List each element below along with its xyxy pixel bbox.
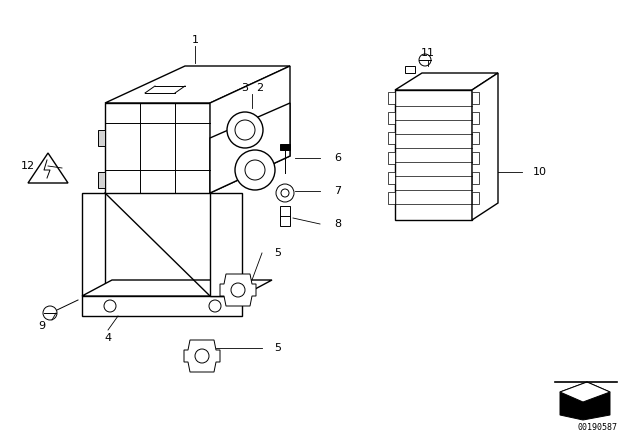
Polygon shape [28, 153, 68, 183]
Bar [472, 172, 479, 184]
Polygon shape [82, 280, 272, 296]
Polygon shape [405, 66, 415, 73]
Polygon shape [98, 172, 105, 188]
Polygon shape [105, 66, 290, 103]
Bar [280, 206, 290, 226]
Text: 5: 5 [275, 248, 282, 258]
Bar [472, 92, 479, 104]
Circle shape [104, 300, 116, 312]
Text: 4: 4 [104, 333, 111, 343]
Polygon shape [98, 130, 105, 146]
Bar [388, 192, 395, 204]
Text: 6: 6 [335, 153, 342, 163]
Bar [472, 132, 479, 144]
Polygon shape [210, 193, 242, 296]
Polygon shape [395, 90, 472, 220]
Polygon shape [560, 382, 610, 402]
Circle shape [43, 306, 57, 320]
Bar [472, 112, 479, 124]
Polygon shape [560, 382, 610, 420]
Circle shape [281, 189, 289, 197]
Text: 9: 9 [38, 321, 45, 331]
Circle shape [195, 349, 209, 363]
Polygon shape [220, 274, 256, 306]
Polygon shape [472, 73, 498, 220]
Text: 10: 10 [533, 167, 547, 177]
Text: 12: 12 [21, 161, 35, 171]
Polygon shape [82, 193, 105, 296]
Text: 3: 3 [241, 83, 248, 93]
Text: 00190587: 00190587 [577, 423, 617, 432]
Text: 8: 8 [335, 219, 342, 229]
Text: 7: 7 [335, 186, 342, 196]
Polygon shape [82, 296, 242, 316]
Circle shape [235, 150, 275, 190]
Bar [388, 92, 395, 104]
Circle shape [231, 283, 245, 297]
Bar [388, 132, 395, 144]
Bar [472, 152, 479, 164]
Circle shape [227, 112, 263, 148]
Bar [388, 172, 395, 184]
Bar [280, 144, 290, 150]
Polygon shape [184, 340, 220, 372]
Bar [388, 152, 395, 164]
Circle shape [419, 54, 431, 66]
Circle shape [245, 160, 265, 180]
Circle shape [276, 184, 294, 202]
Polygon shape [210, 103, 290, 193]
Bar [472, 192, 479, 204]
Circle shape [235, 120, 255, 140]
Text: 1: 1 [191, 35, 198, 45]
Polygon shape [105, 103, 210, 193]
Polygon shape [395, 73, 498, 90]
Bar [388, 112, 395, 124]
Text: 11: 11 [421, 48, 435, 58]
Circle shape [209, 300, 221, 312]
Text: 2: 2 [257, 83, 264, 93]
Text: 5: 5 [275, 343, 282, 353]
Polygon shape [210, 66, 290, 193]
